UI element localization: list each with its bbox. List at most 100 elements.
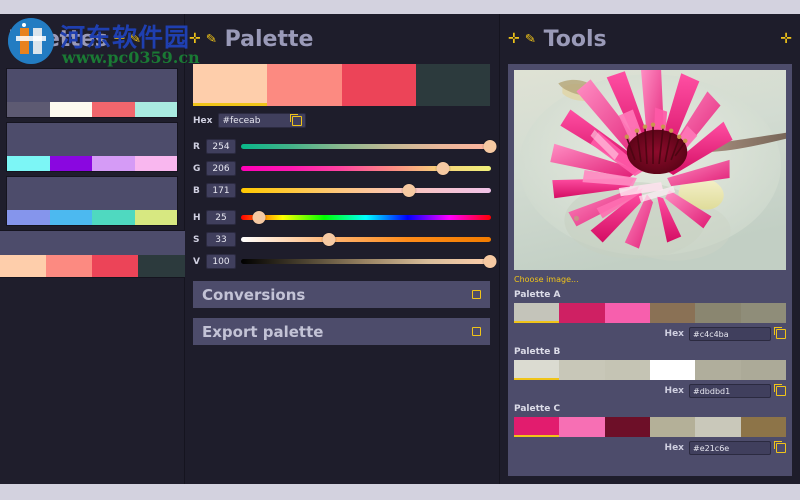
palette-b-hex-input[interactable]: #dbdbd1 [689,384,771,398]
slider-label-v: V [193,256,200,267]
slider-bar-h [241,215,491,220]
slider-track-h[interactable] [241,210,491,225]
palette-a-swatch-5[interactable] [695,303,741,323]
conversions-button[interactable]: Conversions [193,281,490,308]
slider-knob-r[interactable] [483,140,497,153]
slider-knob-b[interactable] [402,184,415,197]
hex-input[interactable]: #feceab [218,113,307,128]
slider-value-r[interactable]: 254 [206,139,236,154]
palette-swatch-1[interactable] [193,64,268,106]
palette-b-swatch-6[interactable] [740,360,786,380]
conversions-label: Conversions [202,285,306,304]
slider-bar-v [241,259,491,264]
tools-header: ✛ ✎ Tools ✛ [500,14,800,64]
slider-label-s: S [193,234,200,245]
palette-header-actions: ✛ ✎ [189,31,218,47]
palette-a-swatch-2[interactable] [559,303,605,323]
swatch [7,102,50,117]
palette-c-swatch-6[interactable] [740,417,786,437]
palette-b-swatch-5[interactable] [695,360,741,380]
saved-palette-strip-1 [7,102,177,117]
slider-track-g[interactable] [241,161,491,176]
copy-icon[interactable] [774,441,786,453]
palette-c-swatch-1[interactable] [514,417,560,437]
saved-palette-card-2[interactable] [6,122,178,172]
tools-title: Tools [543,26,607,52]
slider-knob-g[interactable] [436,162,450,175]
slider-label-b: B [193,185,200,196]
palette-a-hex-input[interactable]: #c4c4ba [689,327,771,341]
palette-swatch-2[interactable] [267,64,342,106]
tools-header-actions: ✛ ✎ [508,31,537,47]
palette-swatch-4[interactable] [415,64,490,106]
hex-label: Hex [193,115,213,126]
palette-a-swatch-1[interactable] [514,303,560,323]
slider-row-s: S 33 [193,230,491,249]
swatch [7,210,50,225]
slider-value-h[interactable]: 25 [206,210,236,225]
slider-value-s[interactable]: 33 [206,232,236,247]
pencil-icon[interactable]: ✎ [205,31,218,47]
palette-c-swatch-2[interactable] [559,417,605,437]
saved-palette-strip-4 [0,255,185,277]
slider-value-b[interactable]: 171 [206,183,236,198]
palette-a-swatch-6[interactable] [740,303,786,323]
plus-icon[interactable]: ✛ [113,31,126,47]
slider-row-b: B 171 [193,181,491,200]
export-palette-label: Export palette [202,322,324,341]
bottom-chrome-bar [0,484,800,500]
current-palette-swatches [193,64,490,106]
plus-icon[interactable]: ✛ [189,31,201,47]
copy-icon[interactable] [774,384,786,396]
swatch [49,102,92,117]
slider-bar-s [241,237,491,242]
slider-knob-s[interactable] [322,233,335,246]
slider-value-g[interactable]: 206 [206,161,236,176]
palette-c-swatch-3[interactable] [604,417,650,437]
palette-b-swatch-1[interactable] [514,360,560,380]
palette-a-hex-label: Hex [664,329,684,339]
palette-swatch-3[interactable] [341,64,416,106]
palette-b-swatch-4[interactable] [649,360,696,380]
choose-image-link[interactable]: Choose image... [514,275,579,284]
palette-c-hex-input[interactable]: #e21c6e [689,441,771,455]
slider-track-v[interactable] [241,254,497,269]
saved-palette-card-1[interactable] [6,68,178,118]
saved-palette-strip-2 [7,156,177,171]
palette-b-swatch-3[interactable] [604,360,650,380]
slider-label-r: R [193,141,200,152]
swatch [92,255,139,277]
swatch [134,210,177,225]
app-window-body: Palettes ✛ ✎ [0,14,800,484]
export-palette-button[interactable]: Export palette [193,318,490,345]
slider-knob-v[interactable] [483,255,497,268]
pencil-icon[interactable]: ✎ [524,31,537,47]
slider-value-v[interactable]: 100 [206,254,236,269]
slider-knob-h[interactable] [252,211,265,224]
image-preview[interactable] [514,70,786,270]
slider-track-s[interactable] [241,232,491,247]
slider-row-g: G 206 [193,159,491,178]
slider-row-h: H 25 [193,208,491,227]
palette-editor-panel: ✛ ✎ Palette Hex #feceab [185,14,500,484]
sidebar-header: Palettes ✛ ✎ [0,14,184,64]
plus-icon[interactable]: ✛ [508,31,520,47]
slider-track-r[interactable] [241,139,497,154]
swatch [0,255,47,277]
saved-palette-card-4-active[interactable] [0,230,185,278]
palette-c-swatch-5[interactable] [695,417,741,437]
palette-b-swatch-2[interactable] [559,360,605,380]
palette-a-swatch-3[interactable] [604,303,650,323]
palette-c-swatch-4[interactable] [649,417,696,437]
palette-a-label: Palette A [514,290,561,300]
copy-icon[interactable] [774,327,786,339]
saved-palette-card-3[interactable] [6,176,178,226]
palette-a-hex-row: Hex #c4c4ba [514,327,786,341]
copy-icon[interactable] [290,113,303,126]
palette-a-swatch-4[interactable] [649,303,696,323]
palette-c-label: Palette C [514,404,561,414]
plus-icon[interactable]: ✛ [780,31,792,47]
pencil-icon[interactable]: ✎ [129,31,142,47]
sidebar-header-actions: ✛ ✎ [113,31,142,47]
slider-track-b[interactable] [241,183,491,198]
